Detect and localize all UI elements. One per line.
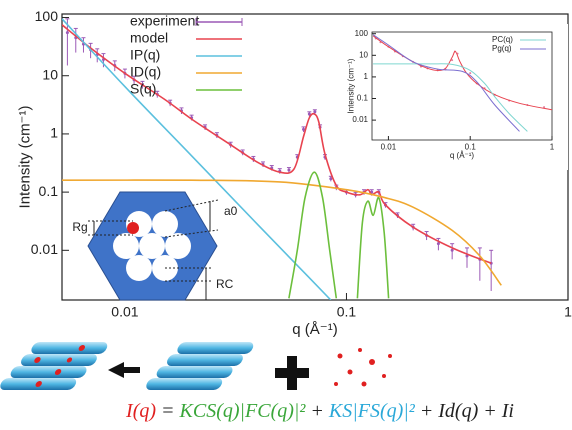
data-point xyxy=(313,110,317,114)
legend-label: PC(q) xyxy=(492,35,513,44)
legend-label: model xyxy=(130,30,168,46)
arrow xyxy=(108,362,140,378)
pore xyxy=(126,255,152,281)
particles xyxy=(334,348,392,387)
x-tick-label: 0.01 xyxy=(111,303,138,319)
series-line xyxy=(62,18,332,300)
eq-part: KCS(q)|FC(q)|² xyxy=(179,400,307,422)
legend-label: experiment xyxy=(130,13,199,29)
empty-bundle xyxy=(146,342,254,390)
y-axis-label: Intensity (cm⁻¹) xyxy=(346,58,355,113)
eq-part: KS|FS(q)|² xyxy=(328,400,416,422)
series-line xyxy=(288,171,390,299)
eq-part: + Id(q) + Ii xyxy=(415,400,514,422)
legend-label: Pg(q) xyxy=(492,44,512,53)
y-tick-label: 0.01 xyxy=(31,241,58,257)
equation: I(q) = KCS(q)|FC(q)|² + KS|FS(q)|² + Id(… xyxy=(125,400,514,422)
dim-line xyxy=(164,229,219,238)
y-tick-label: 0.01 xyxy=(352,115,368,124)
plus xyxy=(275,356,309,390)
pore xyxy=(165,233,191,259)
eq-part: = xyxy=(156,400,180,422)
series-line xyxy=(62,179,502,286)
inset-background xyxy=(342,24,568,170)
eq-part: + xyxy=(305,400,329,422)
y-tick-label: 1 xyxy=(364,72,369,81)
y-axis-label: Intensity (cm⁻¹) xyxy=(17,106,34,209)
x-axis-label: q (Å⁻¹) xyxy=(450,151,475,160)
particle xyxy=(127,222,139,234)
y-tick-label: 10 xyxy=(359,50,368,59)
loaded-bundle xyxy=(0,342,108,390)
data-point xyxy=(436,242,440,246)
plot-area xyxy=(372,34,552,132)
main-plot: 0.01 0.1 1 10 100 0.01 0.1 1 q (Å⁻¹) Intensity (c… xyxy=(17,8,572,338)
eq-part: I(q) xyxy=(125,400,156,422)
y-tick-label: 0.1 xyxy=(357,94,369,103)
series-line xyxy=(372,34,520,132)
inset-plot: 0.01 0.1 1 10 100 0.01 0.1 1 q (Å⁻¹) Intensity (c… xyxy=(342,24,568,170)
data-point xyxy=(65,31,69,35)
series-line xyxy=(373,63,528,132)
y-tick-label: 100 xyxy=(355,29,369,38)
legend-label: S(q) xyxy=(130,81,156,97)
pore-diagram: Rg a0 RC xyxy=(72,191,238,301)
data-point xyxy=(329,177,333,181)
series-line xyxy=(62,24,492,264)
data-point xyxy=(307,112,311,116)
x-axis-label: q (Å⁻¹) xyxy=(292,321,337,338)
y-tick-label: 100 xyxy=(35,8,59,24)
data-point xyxy=(451,59,454,62)
plot-area xyxy=(62,18,502,300)
pore xyxy=(152,211,178,237)
x-tick-label: 1 xyxy=(564,303,572,319)
illustration: I(q) = KCS(q)|FC(q)|² + KS|FS(q)|² + Id(… xyxy=(0,342,514,422)
label-a0: a0 xyxy=(224,204,238,218)
dim-line xyxy=(164,199,219,212)
label-rc: RC xyxy=(216,277,234,291)
pore xyxy=(139,233,165,259)
data-point xyxy=(450,248,454,252)
y-tick-label: 0.1 xyxy=(39,183,59,199)
y-tick-label: 10 xyxy=(42,66,58,82)
x-tick-label: 0.01 xyxy=(381,142,397,151)
legend-label: IP(q) xyxy=(130,47,160,63)
data-point xyxy=(302,127,306,131)
x-tick-label: 1 xyxy=(550,142,555,151)
x-tick-label: 0.1 xyxy=(465,142,477,151)
legend-label: ID(q) xyxy=(130,64,161,80)
y-tick-label: 1 xyxy=(50,125,58,141)
x-tick-label: 0.1 xyxy=(337,303,357,319)
data-point xyxy=(469,72,472,75)
label-rg: Rg xyxy=(72,220,87,234)
data-point xyxy=(287,168,291,172)
pore xyxy=(113,233,139,259)
plot-frame xyxy=(371,31,553,141)
data-point xyxy=(543,106,546,109)
